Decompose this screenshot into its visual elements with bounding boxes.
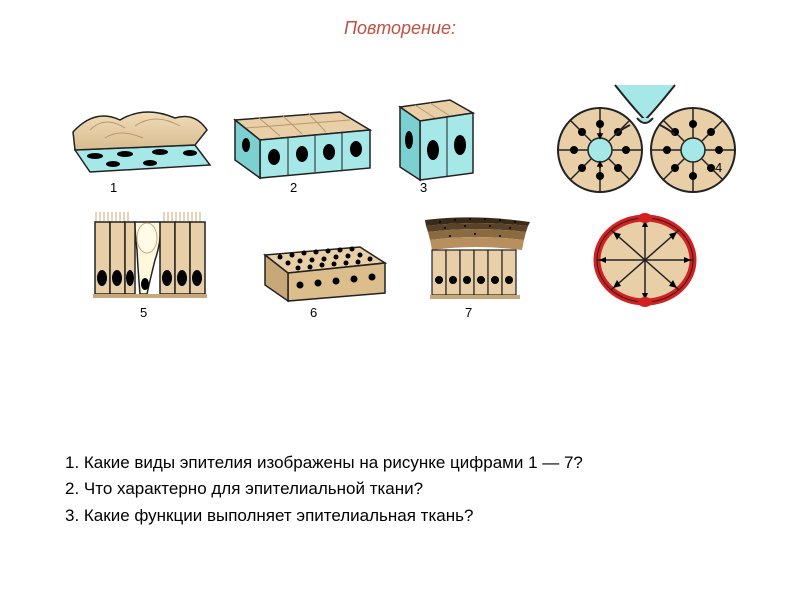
diagram-3-label: 3 [420, 180, 427, 195]
diagram-6-label: 6 [310, 305, 317, 320]
diagram-2-label: 2 [290, 180, 297, 195]
page-title: Повторение: [0, 18, 800, 39]
question-3: 3. Какие функции выполняет эпителиальная… [65, 503, 583, 529]
diagram-6 [260, 235, 390, 305]
diagram-1 [65, 90, 215, 185]
diagram-7 [420, 210, 535, 305]
diagram-2 [230, 90, 375, 185]
diagram-5-label: 5 [140, 305, 147, 320]
diagram-4-label: 4 [715, 160, 722, 175]
question-2: 2. Что характерно для эпителиальной ткан… [65, 476, 583, 502]
diagram-3 [395, 85, 480, 185]
diagram-7-label: 7 [465, 305, 472, 320]
diagram-5 [90, 210, 210, 305]
diagram-4 [545, 80, 745, 320]
diagram-area: 1 2 3 [65, 80, 745, 340]
questions-list: 1. Какие виды эпителия изображены на рис… [65, 450, 583, 529]
diagram-1-label: 1 [110, 180, 117, 195]
question-1: 1. Какие виды эпителия изображены на рис… [65, 450, 583, 476]
